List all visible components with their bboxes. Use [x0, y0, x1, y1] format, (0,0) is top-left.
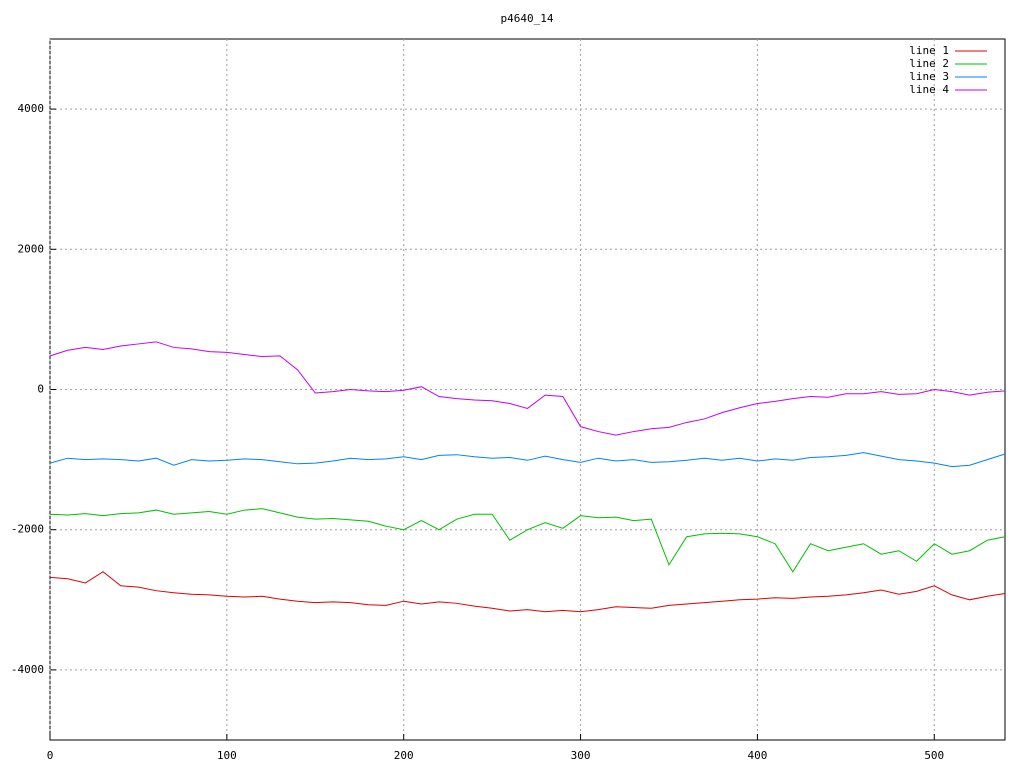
chart-title: p4640_14	[501, 12, 554, 25]
x-tick-label: 100	[217, 749, 237, 762]
y-tick-label: 0	[37, 383, 44, 396]
x-tick-label: 400	[747, 749, 767, 762]
y-tick-label: 2000	[18, 242, 45, 255]
y-tick-label: 4000	[18, 102, 45, 115]
series-line	[49, 508, 1006, 573]
legend-label: line 1	[909, 44, 949, 57]
legend-label: line 3	[909, 70, 949, 83]
series-line	[49, 571, 1006, 613]
legend-label: line 2	[909, 57, 949, 70]
x-tick-label: 500	[924, 749, 944, 762]
x-tick-label: 0	[47, 749, 54, 762]
series-line	[49, 341, 1006, 436]
series-line	[49, 452, 1006, 468]
y-tick-label: -4000	[11, 663, 44, 676]
x-tick-label: 200	[394, 749, 414, 762]
x-tick-label: 300	[571, 749, 591, 762]
y-tick-label: -2000	[11, 523, 44, 536]
legend-label: line 4	[909, 83, 949, 96]
